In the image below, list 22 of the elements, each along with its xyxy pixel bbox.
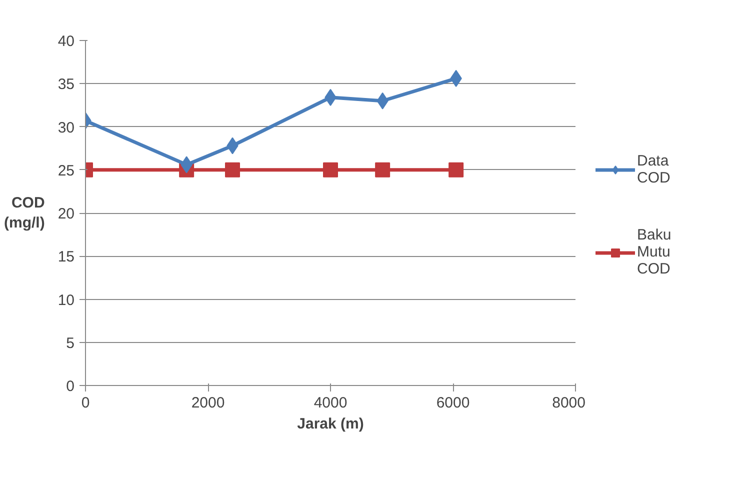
- point: [375, 162, 390, 178]
- y-tick-label: 25: [58, 162, 75, 180]
- x-tick-label: 6000: [436, 394, 470, 412]
- point: [323, 162, 338, 178]
- y-tick-label: 35: [58, 76, 75, 94]
- legend-label: Data COD: [637, 152, 670, 186]
- point: [225, 162, 240, 178]
- y-tick-label: 15: [58, 248, 75, 266]
- y-tick-label: 10: [58, 292, 75, 309]
- x-tick-label: 4000: [314, 394, 348, 412]
- legend-label: Baku Mutu COD: [637, 226, 672, 278]
- x-axis-title: Jarak (m): [297, 416, 364, 432]
- x-tick-label: 8000: [552, 394, 586, 412]
- point: [448, 162, 464, 178]
- x-tick-label: 0: [81, 394, 90, 412]
- y-tick-label: 20: [58, 206, 75, 222]
- y-tick-label: 5: [66, 334, 74, 352]
- y-tick-label: 40: [58, 33, 75, 50]
- y-axis-title: COD (mg/l): [4, 194, 45, 232]
- y-tick-label: 0: [66, 378, 74, 395]
- y-tick-label: 30: [58, 119, 75, 136]
- x-tick-label: 2000: [191, 394, 225, 412]
